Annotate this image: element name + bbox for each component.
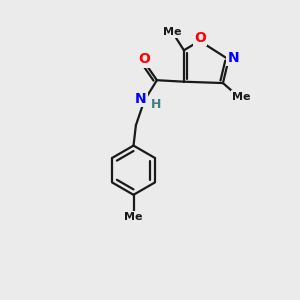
Text: Me: Me [124,212,143,222]
Text: Me: Me [232,92,250,102]
Text: O: O [138,52,150,66]
Text: N: N [135,92,146,106]
Text: O: O [194,31,206,45]
Text: Me: Me [163,27,182,37]
Text: H: H [151,98,161,111]
Text: N: N [227,51,239,65]
